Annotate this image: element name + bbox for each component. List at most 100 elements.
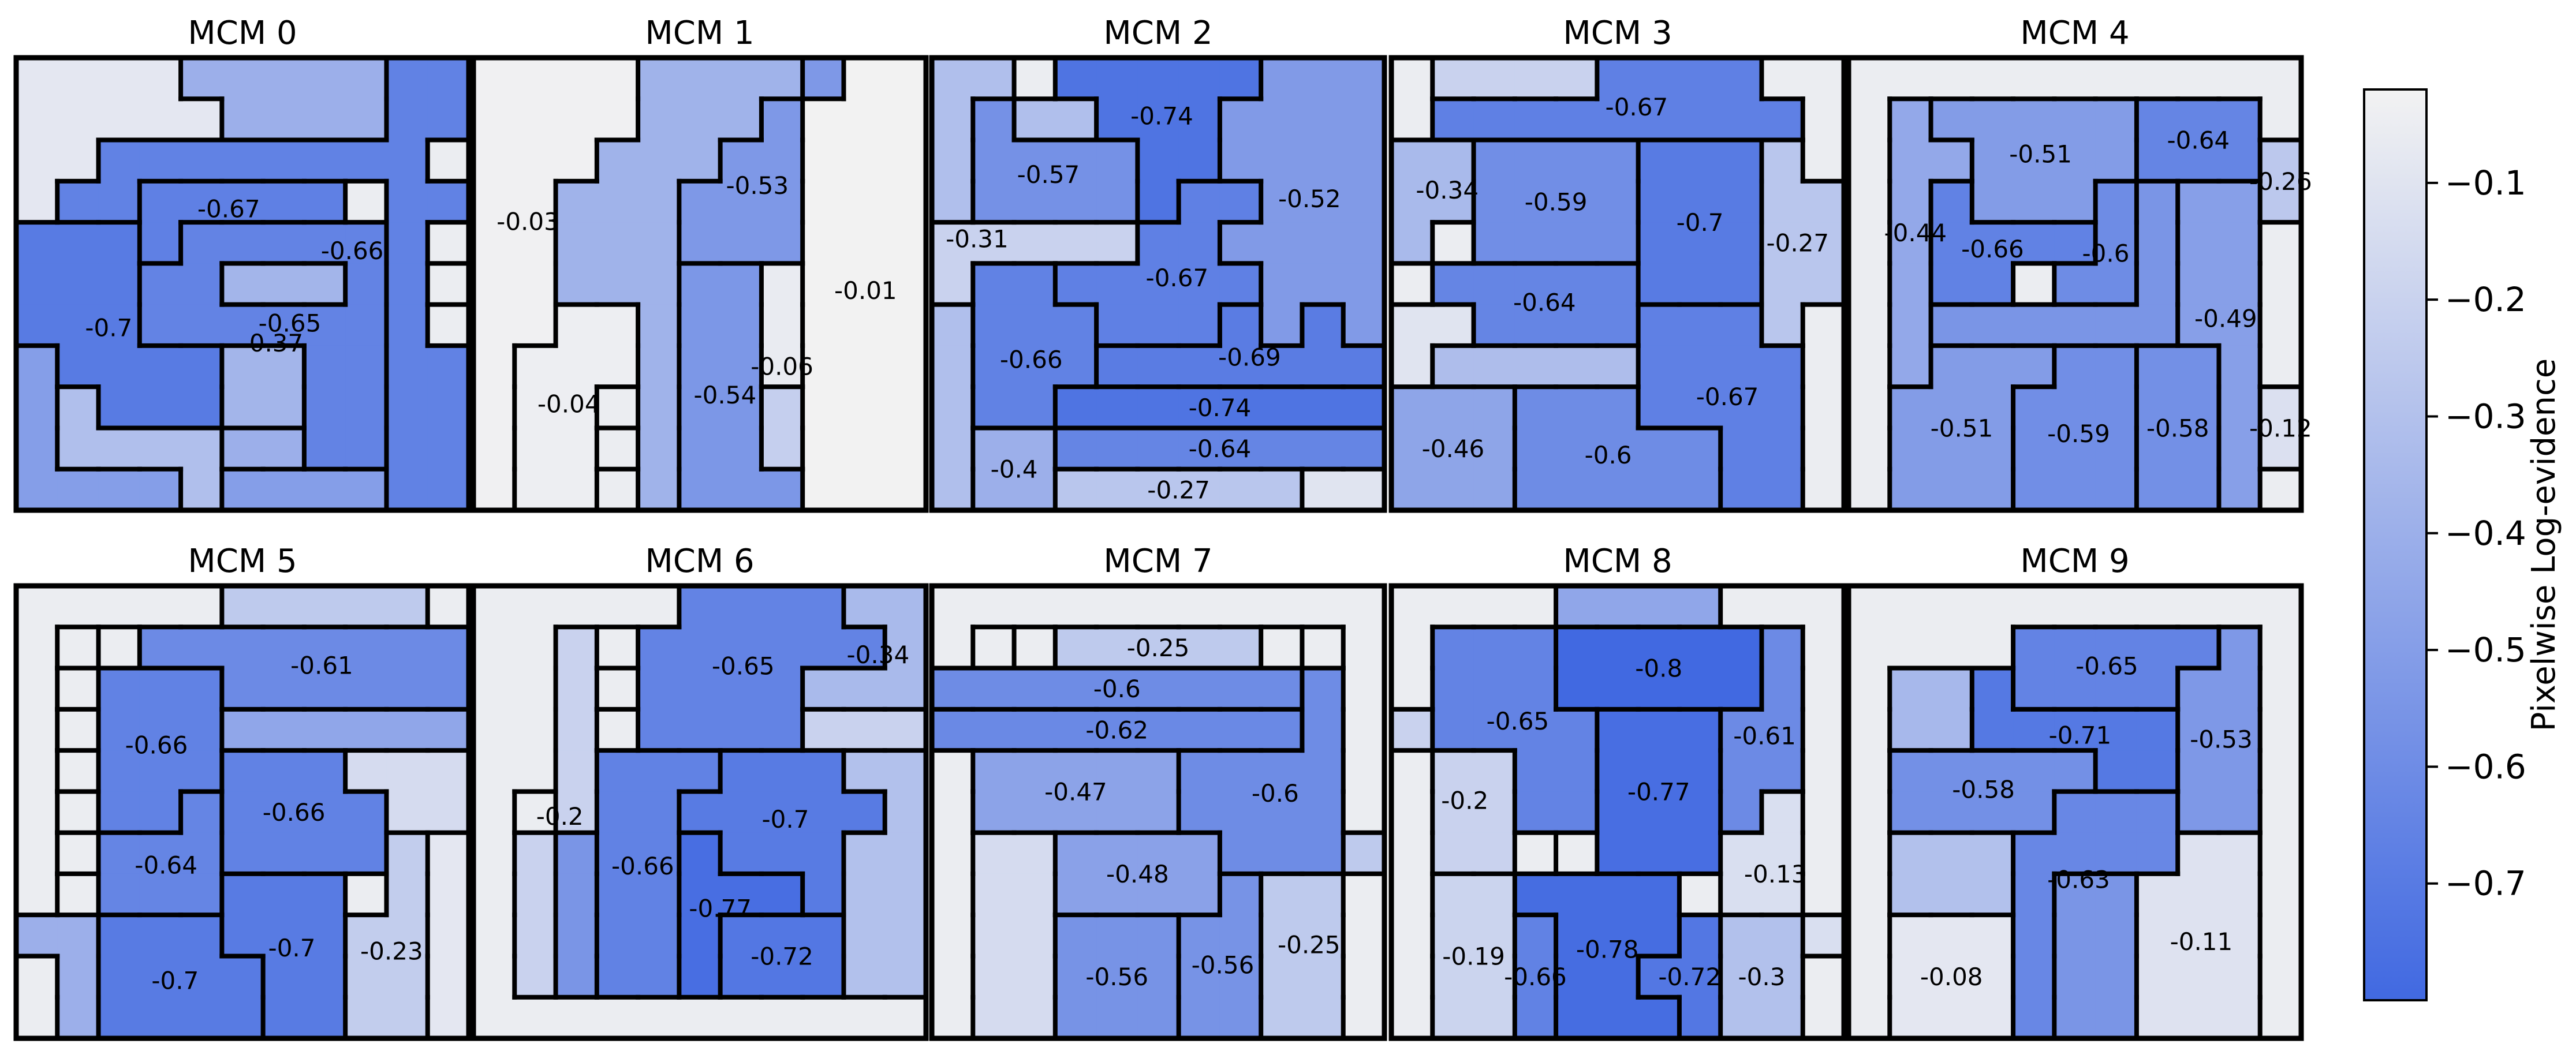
cell	[679, 668, 721, 710]
cell	[2136, 58, 2178, 99]
cell	[304, 832, 346, 874]
cell	[263, 832, 305, 874]
cell	[2095, 627, 2137, 669]
cell	[1302, 915, 1344, 957]
cell	[596, 181, 639, 223]
cell	[139, 709, 181, 751]
region-value-label: -0.4	[991, 455, 1038, 484]
cell	[16, 791, 58, 833]
cell	[1761, 428, 1804, 470]
cell	[139, 345, 181, 387]
cell	[98, 750, 140, 792]
region-borders	[929, 625, 1387, 1041]
cell	[1014, 99, 1056, 141]
cell	[16, 222, 58, 264]
cell	[1514, 345, 1556, 387]
cell	[1096, 428, 1138, 470]
cell	[1556, 304, 1597, 346]
cell	[1849, 304, 1890, 346]
cell	[345, 387, 387, 429]
cell	[1343, 345, 1385, 387]
cell	[1802, 181, 1845, 223]
cell	[2054, 181, 2096, 223]
cell	[761, 181, 803, 223]
cell	[1679, 750, 1721, 792]
cell	[1343, 997, 1385, 1039]
cell	[263, 99, 305, 141]
cell	[1219, 140, 1261, 182]
cell	[304, 222, 346, 264]
cell	[222, 997, 264, 1039]
cell	[802, 750, 845, 792]
cell	[427, 791, 469, 833]
cell	[761, 387, 803, 429]
cell	[2260, 387, 2302, 429]
cell	[1432, 181, 1474, 223]
cell	[2260, 222, 2302, 264]
cell	[1302, 627, 1344, 669]
cell	[1761, 387, 1804, 429]
cell	[932, 387, 973, 429]
cell	[1761, 140, 1804, 182]
cell	[345, 469, 387, 511]
cells	[16, 58, 469, 511]
cell	[1638, 997, 1680, 1039]
cell	[139, 304, 181, 346]
cell	[1597, 873, 1639, 915]
cell	[1473, 791, 1515, 833]
cell	[555, 997, 598, 1039]
cell	[1931, 873, 1973, 915]
cell	[1679, 915, 1721, 957]
cell	[2136, 832, 2178, 874]
cell	[1931, 304, 1973, 346]
cell	[638, 915, 680, 957]
cell	[263, 627, 305, 669]
cell	[802, 668, 845, 710]
cell	[2219, 99, 2261, 141]
cell	[1261, 345, 1303, 387]
cell	[139, 58, 181, 99]
cell	[1219, 997, 1261, 1039]
cell	[1055, 586, 1097, 627]
cell	[345, 915, 387, 957]
cell	[16, 997, 58, 1039]
cell	[1473, 956, 1515, 998]
cell	[679, 140, 721, 182]
cell	[514, 627, 557, 669]
cell	[2136, 997, 2178, 1039]
cell	[473, 58, 515, 99]
cell	[1178, 469, 1220, 511]
region-value-label: -0.25	[1278, 931, 1341, 959]
cell	[386, 58, 428, 99]
cell	[1802, 99, 1845, 141]
cell	[973, 586, 1015, 627]
cell	[1931, 956, 1973, 998]
cell	[638, 469, 680, 511]
region-value-label: -0.64	[1513, 289, 1576, 317]
cell	[181, 668, 222, 710]
cell	[1096, 750, 1138, 792]
cell	[139, 915, 181, 957]
cell	[1849, 956, 1890, 998]
cell	[514, 832, 557, 874]
cell	[1556, 791, 1597, 833]
cell	[1556, 469, 1597, 511]
cell	[932, 997, 973, 1039]
cell	[2013, 668, 2055, 710]
cell	[1343, 222, 1385, 264]
cell	[514, 428, 557, 470]
cell	[802, 263, 845, 305]
cell	[57, 915, 99, 957]
cell	[555, 345, 598, 387]
colorbar-tick-label: −0.2	[2445, 280, 2526, 319]
cell	[263, 586, 305, 627]
cell	[16, 181, 58, 223]
cell	[1391, 345, 1433, 387]
cell	[427, 304, 469, 346]
region-value-label: -0.78	[1576, 936, 1639, 964]
region-value-label: -0.7	[85, 314, 132, 342]
cell	[304, 345, 346, 387]
cell	[16, 750, 58, 792]
cell	[2260, 997, 2302, 1039]
cell	[1514, 873, 1556, 915]
